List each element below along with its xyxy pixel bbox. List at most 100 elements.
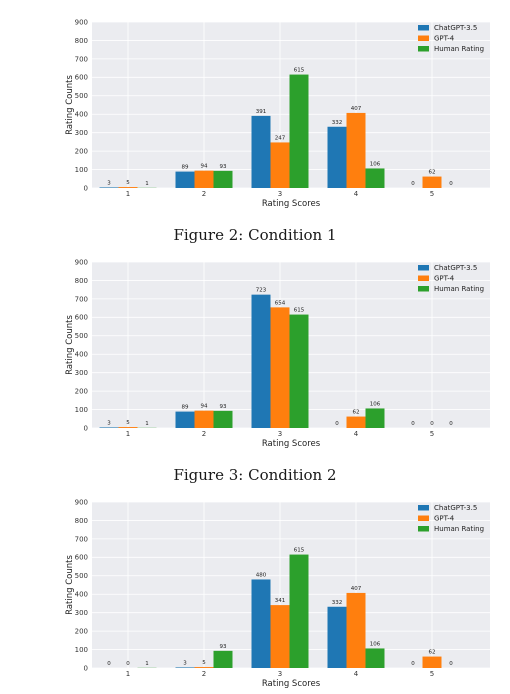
y-tick-label: 100 <box>75 406 88 414</box>
data-label: 5 <box>126 420 130 426</box>
bar <box>213 170 233 188</box>
y-tick-label: 900 <box>75 18 88 26</box>
y-tick-label: 100 <box>75 166 88 174</box>
data-label: 332 <box>332 120 343 126</box>
bar <box>99 187 119 188</box>
figure-1: 0 100 200 300 400 500 600 700 800 900 1 2 3 4 5 3 89 391 3… <box>0 0 510 250</box>
bar <box>213 410 233 428</box>
y-tick-label: 900 <box>75 258 88 266</box>
figure-2: 0 100 200 300 400 500 600 700 800 900 1 2 3 4 5 3 89 723 0… <box>0 240 510 490</box>
data-label: 0 <box>430 421 434 427</box>
data-label: 615 <box>294 548 305 554</box>
bar <box>346 112 366 188</box>
x-tick-label: 4 <box>354 670 359 678</box>
legend-swatch <box>418 35 429 41</box>
bar <box>251 115 271 188</box>
bar <box>194 667 214 668</box>
y-tick-label: 800 <box>75 517 88 525</box>
figure-3: 0 100 200 300 400 500 600 700 800 900 1 2 3 4 5 0 3 480 33… <box>0 480 510 694</box>
y-tick-label: 0 <box>84 664 88 672</box>
legend-label: GPT-4 <box>434 515 455 523</box>
bar <box>422 656 442 668</box>
bar <box>327 606 347 668</box>
data-label: 62 <box>429 650 436 656</box>
bar <box>270 605 290 668</box>
x-axis-label: Rating Scores <box>262 679 321 689</box>
legend-swatch <box>418 275 429 281</box>
bar <box>194 410 214 428</box>
x-axis-label: Rating Scores <box>262 199 321 209</box>
y-tick-label: 100 <box>75 646 88 654</box>
data-label: 5 <box>126 180 130 186</box>
legend-swatch <box>418 46 429 52</box>
data-label: 723 <box>256 288 267 294</box>
bar <box>327 126 347 188</box>
figure-caption-1: Figure 2: Condition 1 <box>173 226 337 244</box>
y-tick-label: 600 <box>75 554 88 562</box>
y-tick-label: 200 <box>75 388 88 396</box>
legend-label: Human Rating <box>434 45 484 53</box>
data-label: 5 <box>202 660 206 666</box>
data-label: 0 <box>335 421 339 427</box>
bar <box>213 650 233 668</box>
y-axis-label: Rating Counts <box>65 555 75 615</box>
bar <box>365 648 385 668</box>
data-label: 1 <box>145 181 149 187</box>
bar <box>289 314 309 428</box>
data-label: 93 <box>220 164 227 170</box>
x-tick-label: 2 <box>202 430 206 438</box>
x-tick-label: 1 <box>126 190 130 198</box>
x-tick-label: 4 <box>354 430 359 438</box>
bar <box>270 142 290 188</box>
data-label: 332 <box>332 600 343 606</box>
data-label: 106 <box>370 641 381 647</box>
y-tick-label: 300 <box>75 369 88 377</box>
x-tick-label: 5 <box>430 430 434 438</box>
data-label: 654 <box>275 300 286 306</box>
data-label: 407 <box>351 106 362 112</box>
x-tick-label: 3 <box>278 190 282 198</box>
x-tick-label: 3 <box>278 670 282 678</box>
y-tick-label: 500 <box>75 572 88 580</box>
bar <box>365 408 385 428</box>
y-tick-label: 800 <box>75 37 88 45</box>
x-tick-label: 4 <box>354 190 359 198</box>
y-tick-label: 700 <box>75 55 88 63</box>
data-label: 89 <box>182 165 189 171</box>
data-label: 407 <box>351 586 362 592</box>
data-label: 1 <box>145 661 149 667</box>
y-tick-label: 700 <box>75 535 88 543</box>
bar <box>251 579 271 668</box>
y-tick-label: 900 <box>75 498 88 506</box>
bar <box>346 592 366 668</box>
data-label: 0 <box>411 421 415 427</box>
legend-label: ChatGPT-3.5 <box>434 264 477 272</box>
y-tick-label: 600 <box>75 74 88 82</box>
y-tick-label: 600 <box>75 314 88 322</box>
bar <box>175 411 195 428</box>
legend-label: ChatGPT-3.5 <box>434 504 477 512</box>
bar <box>194 170 214 188</box>
y-tick-label: 300 <box>75 609 88 617</box>
data-label: 0 <box>107 661 111 667</box>
data-label: 0 <box>449 661 453 667</box>
y-tick-label: 200 <box>75 628 88 636</box>
data-label: 0 <box>411 181 415 187</box>
data-label: 94 <box>201 404 208 410</box>
y-tick-label: 700 <box>75 295 88 303</box>
legend-label: Human Rating <box>434 525 484 533</box>
legend-label: GPT-4 <box>434 35 455 43</box>
bar <box>175 667 195 668</box>
bar <box>118 427 138 428</box>
data-label: 341 <box>275 598 286 604</box>
bar <box>251 294 271 428</box>
bar <box>346 416 366 428</box>
legend-label: ChatGPT-3.5 <box>434 24 477 32</box>
data-label: 0 <box>449 181 453 187</box>
bar <box>118 187 138 188</box>
data-label: 1 <box>145 421 149 427</box>
data-label: 247 <box>275 135 286 141</box>
